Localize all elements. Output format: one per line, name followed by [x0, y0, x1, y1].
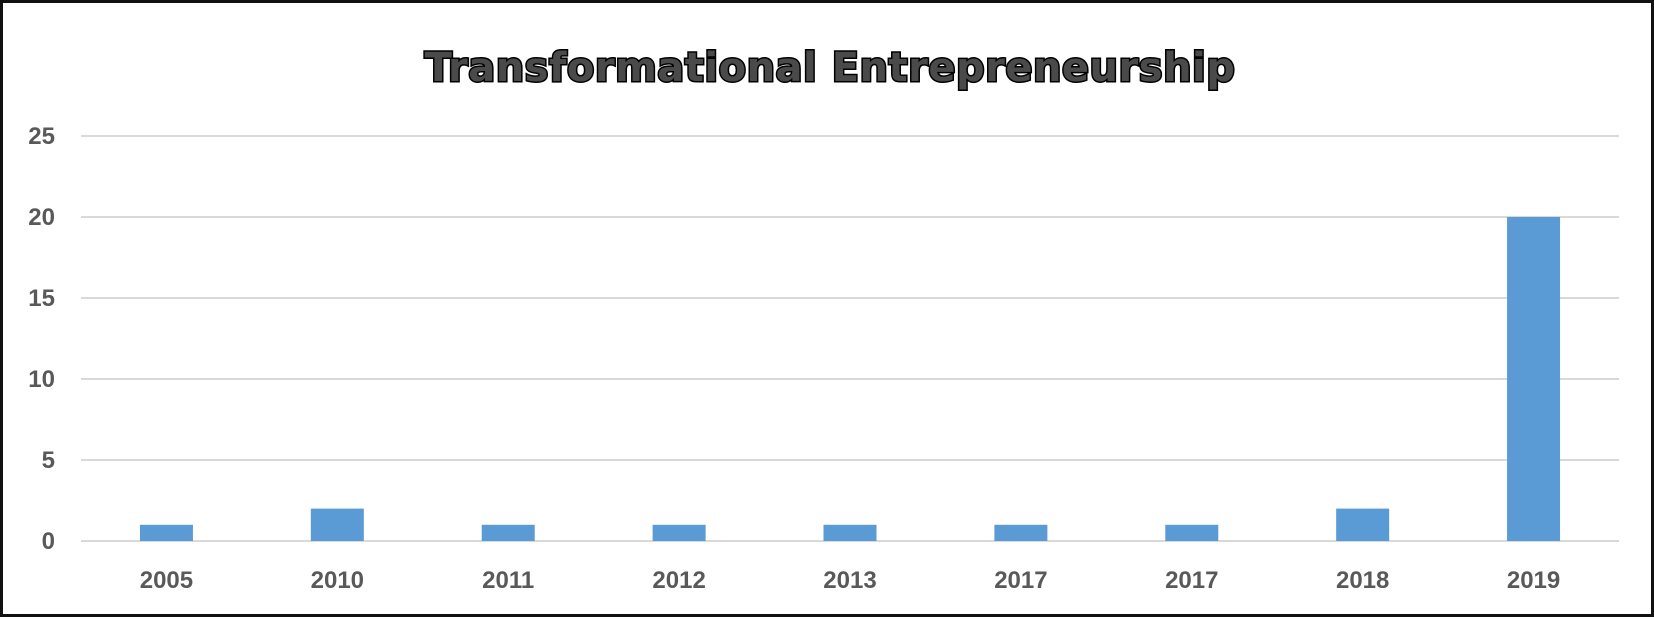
y-tick-label: 10 — [28, 366, 55, 393]
y-tick-label: 0 — [42, 528, 55, 555]
x-tick-label: 2012 — [652, 567, 705, 594]
bar-2019 — [1507, 217, 1561, 541]
x-tick-label: 2017 — [1165, 567, 1218, 594]
y-tick-label: 5 — [42, 447, 55, 474]
bar-2012 — [652, 524, 706, 541]
bar-2011 — [481, 524, 535, 541]
bar-2017 — [994, 524, 1048, 541]
x-tick-label: 2018 — [1336, 567, 1389, 594]
y-tick-label: 20 — [28, 204, 55, 231]
bar-2005 — [139, 524, 193, 541]
bar-2017 — [1165, 524, 1219, 541]
bars — [139, 217, 1561, 541]
y-tick-label: 15 — [28, 285, 55, 312]
x-tick-label: 2017 — [994, 567, 1047, 594]
x-tick-label: 2005 — [140, 567, 193, 594]
bar-chart: Transformational Entrepreneurship 0 5 10 15… — [28, 44, 1619, 594]
x-axis-ticks: 2005 2010 2011 2012 2013 2017 2017 2018 2019 — [140, 567, 1561, 594]
x-tick-label: 2013 — [823, 567, 876, 594]
bar-2010 — [310, 508, 364, 541]
x-tick-label: 2010 — [311, 567, 364, 594]
gridlines — [81, 135, 1619, 542]
chart-title: Transformational Entrepreneurship — [425, 45, 1236, 91]
y-axis-ticks: 0 5 10 15 20 25 — [28, 123, 55, 555]
x-tick-label: 2019 — [1507, 567, 1560, 594]
bar-2018 — [1336, 508, 1390, 541]
y-tick-label: 25 — [28, 123, 55, 150]
x-tick-label: 2011 — [482, 567, 534, 594]
bar-2013 — [823, 524, 877, 541]
